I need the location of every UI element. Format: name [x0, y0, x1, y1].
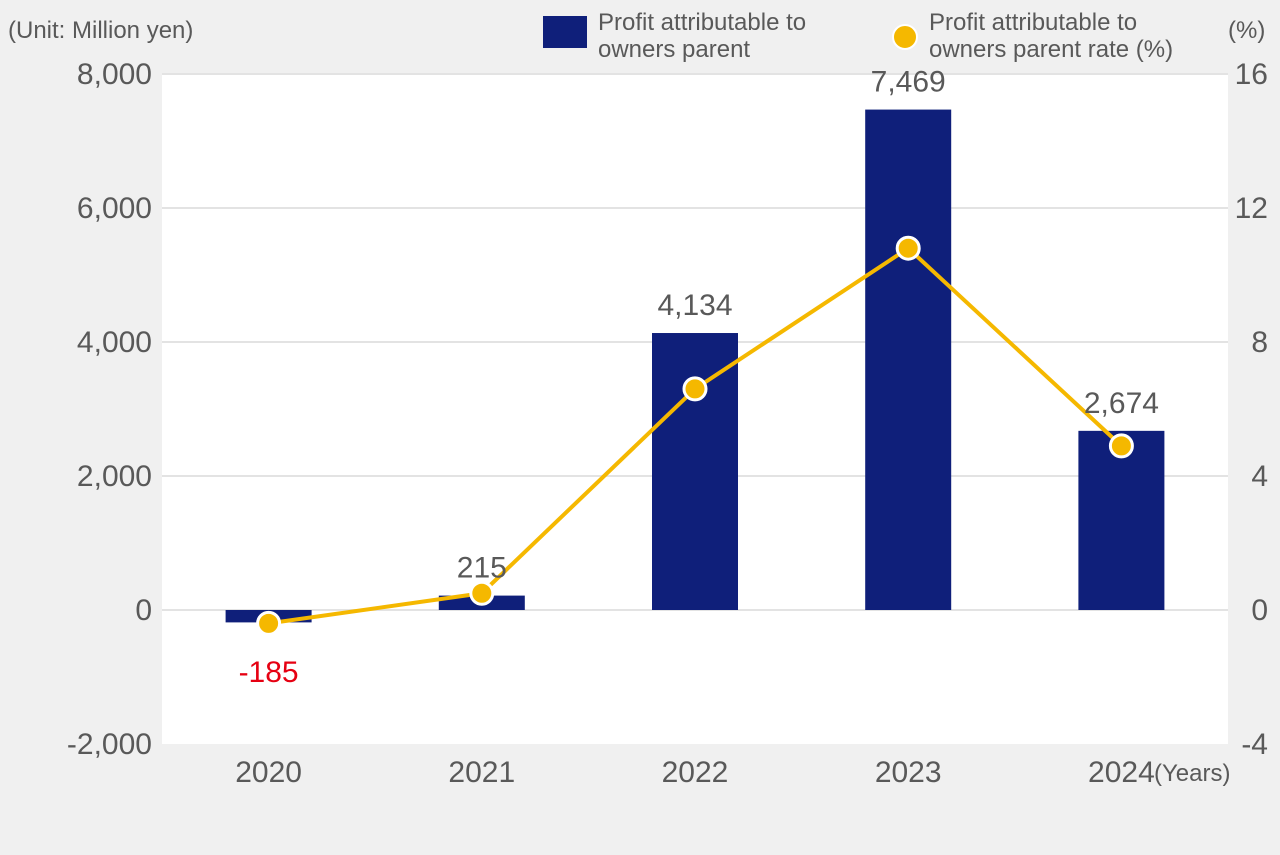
x-tick-label: 2023	[875, 756, 942, 789]
y-right-tick-label: 12	[1235, 192, 1268, 225]
legend-bar-swatch	[543, 16, 587, 48]
right-unit-label: (%)	[1228, 17, 1265, 44]
bar-data-label: 215	[457, 552, 507, 585]
legend-line-marker	[892, 24, 918, 50]
y-right-tick-label: 8	[1251, 326, 1268, 359]
y-right-tick-label: 16	[1235, 58, 1268, 91]
y-left-tick-label: 2,000	[77, 460, 152, 493]
y-left-tick-label: 8,000	[77, 58, 152, 91]
legend-bar-label-line2: owners parent	[598, 36, 750, 63]
rate-point	[895, 235, 921, 261]
rate-point	[256, 610, 282, 636]
y-right-tick-label: 4	[1251, 460, 1268, 493]
axes: -2,000 0 2,000 4,000 6,000 8,000 -4 0 4 8 12 16 2020…	[67, 58, 1268, 789]
x-tick-label: 2021	[448, 756, 515, 789]
y-right-tick-label: 0	[1251, 594, 1268, 627]
y-left-tick-label: -2,000	[67, 728, 152, 761]
y-left-tick-label: 0	[135, 594, 152, 627]
rate-point	[469, 580, 495, 606]
bar-data-label: 2,674	[1084, 387, 1159, 420]
data-labels: -185 215 4,134 7,469 2,674	[239, 66, 1159, 689]
y-left-tick-label: 4,000	[77, 326, 152, 359]
legend-bar-label-line1: Profit attributable to	[598, 9, 806, 36]
x-axis-suffix: (Years)	[1154, 760, 1230, 787]
legend-line-label-line1: Profit attributable to	[929, 9, 1137, 36]
bar	[652, 333, 738, 610]
legend-line-label-line2: owners parent rate (%)	[929, 36, 1173, 63]
bar-data-label: -185	[239, 656, 299, 689]
y-right-tick-label: -4	[1241, 728, 1268, 761]
x-tick-label: 2020	[235, 756, 302, 789]
bar	[1078, 430, 1165, 610]
x-tick-label: 2022	[662, 756, 729, 789]
bar	[865, 109, 952, 611]
rate-point	[682, 376, 708, 402]
bar-data-label: 7,469	[871, 66, 946, 99]
legend: Profit attributable to owners parent Pro…	[543, 9, 1173, 63]
x-tick-label: 2024	[1088, 756, 1155, 789]
y-left-tick-label: 6,000	[77, 192, 152, 225]
rate-point	[1108, 433, 1134, 459]
line-series	[256, 235, 1134, 636]
bar-data-label: 4,134	[657, 289, 732, 322]
unit-label: (Unit: Million yen)	[8, 17, 193, 44]
